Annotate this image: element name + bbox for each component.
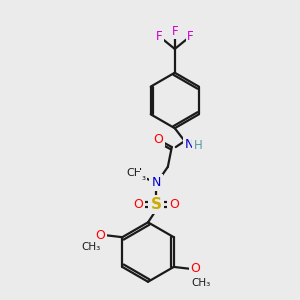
Text: S: S <box>150 197 161 212</box>
Text: O: O <box>190 262 200 275</box>
Text: F: F <box>156 30 162 43</box>
Text: CH₃: CH₃ <box>192 278 211 288</box>
Text: H: H <box>194 139 203 152</box>
Text: F: F <box>172 25 178 38</box>
Text: ₃: ₃ <box>141 172 145 182</box>
Text: CH₃: CH₃ <box>81 242 100 252</box>
Text: F: F <box>187 30 194 43</box>
Text: N: N <box>151 176 160 189</box>
Text: O: O <box>153 133 163 146</box>
Text: O: O <box>95 229 105 242</box>
Text: O: O <box>133 198 143 211</box>
Text: N: N <box>185 138 194 151</box>
Text: O: O <box>169 198 179 211</box>
Text: CH: CH <box>126 168 142 178</box>
